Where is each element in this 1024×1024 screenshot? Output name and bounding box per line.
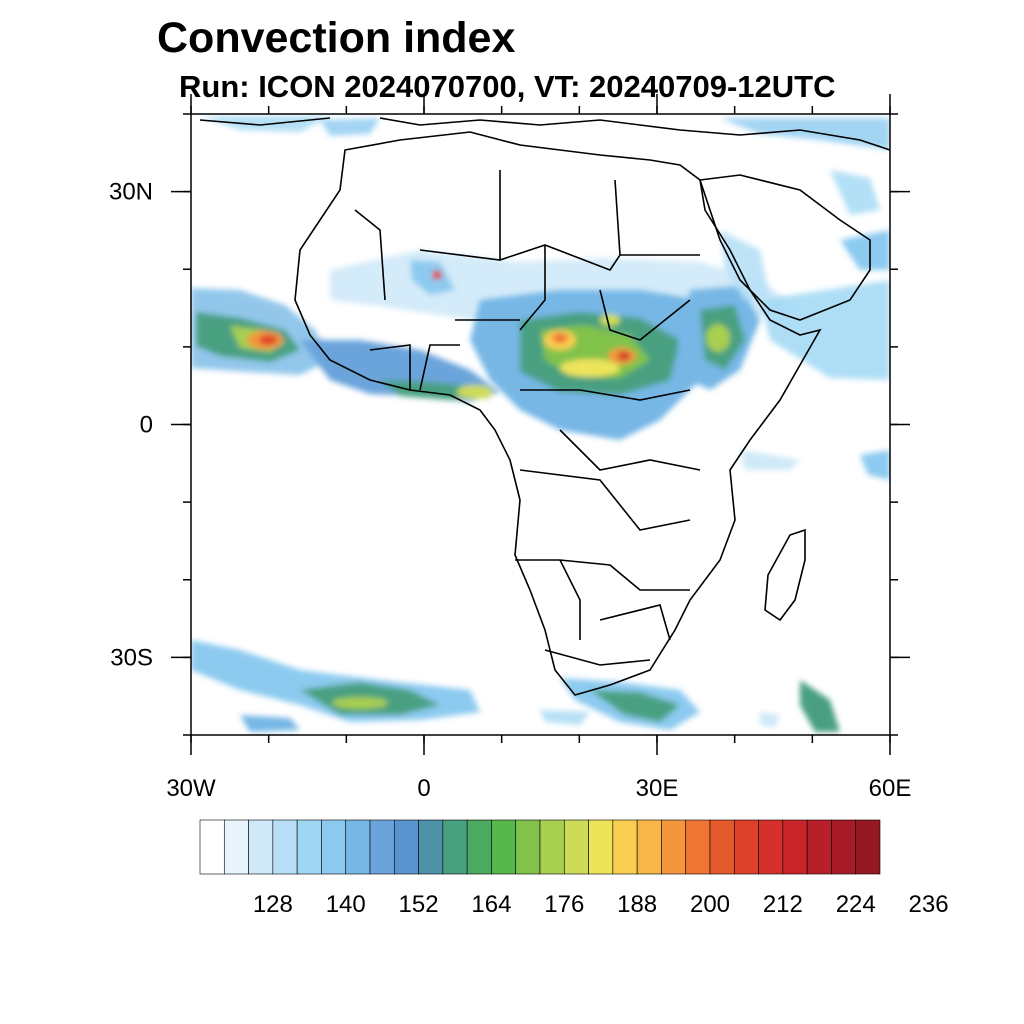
axis-ticks (171, 94, 910, 755)
lon-tick-label: 30W (166, 775, 216, 802)
chart-subtitle: Run: ICON 2024070700, VT: 20240709-12UTC (179, 69, 836, 104)
lat-tick-label: 0 (140, 412, 153, 439)
region-southern-africa (540, 678, 840, 732)
region-west-atlantic (191, 288, 330, 375)
lon-tick-label: 60E (869, 775, 912, 802)
convection-fields (191, 116, 890, 732)
africa-coastline (294, 131, 822, 696)
region-south-atlantic (191, 640, 480, 732)
axis-labels: 30W 0 30E 60E 30N 0 30S (109, 179, 911, 802)
lon-tick-label: 0 (417, 775, 430, 802)
country-borders (354, 170, 701, 666)
region-indian-ocean (740, 230, 890, 480)
lon-tick-label: 30E (636, 775, 679, 802)
chart-title: Convection index (157, 14, 516, 62)
coastlines (199, 117, 890, 696)
lat-tick-label: 30S (110, 644, 153, 671)
europe-coastline (199, 117, 890, 151)
madagascar-coastline (764, 528, 806, 622)
arabia-coastline (698, 174, 871, 321)
region-ethiopia (680, 230, 770, 390)
lat-tick-label: 30N (109, 179, 153, 206)
region-central-africa (470, 290, 720, 440)
map-frame (190, 113, 891, 736)
